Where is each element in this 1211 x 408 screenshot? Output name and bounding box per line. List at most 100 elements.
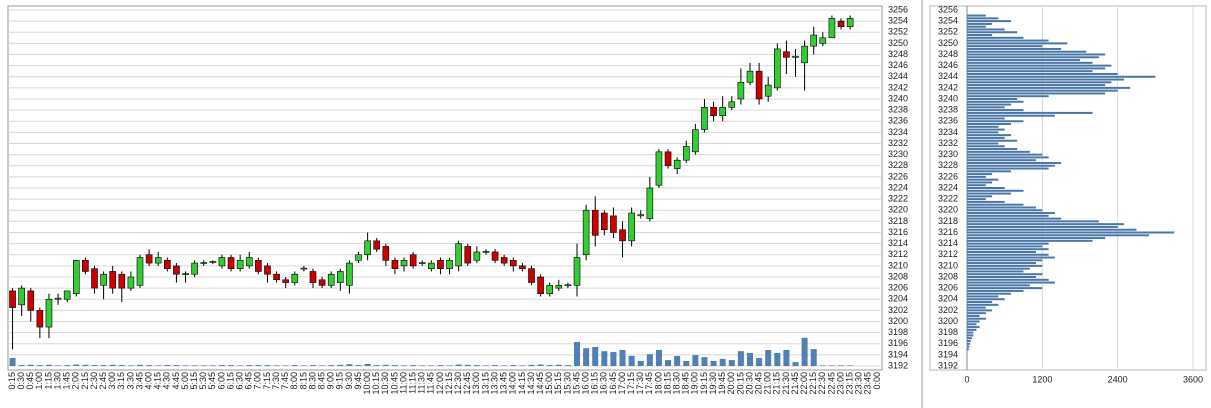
volume-bar [783,349,790,366]
x-tick-label: 7:45 [280,372,290,390]
profile-bar [967,328,977,331]
profile-bar [967,287,1043,290]
profile-bar [967,56,1099,59]
profile-bar [967,320,980,323]
y-tick-label: 3216 [888,227,908,237]
profile-bar [967,301,993,304]
x-tick-label: 12:00 [435,372,445,395]
x-tick-label: 3600 [1183,374,1203,384]
volume-bar [674,355,681,366]
y-tick-label: 3204 [938,294,958,304]
x-tick-label: 6:15 [225,372,235,390]
volume-bar [473,365,480,366]
profile-bar [967,89,1118,92]
x-tick-label: 1:15 [43,372,53,390]
profile-bar [967,173,993,176]
y-tick-label: 3222 [888,194,908,204]
x-tick-label: 3:30 [125,372,135,390]
y-tick-label: 3214 [938,238,958,248]
candle-body [646,187,654,219]
profile-bar [967,148,1018,151]
candle-body [601,212,608,231]
profile-bar [967,292,1011,295]
x-tick-label: 23:45 [863,372,873,395]
volume-bar [655,349,662,366]
candle-body [300,267,308,270]
x-tick-label: 7:30 [271,372,281,390]
x-tick-label: 20:00 [726,372,736,395]
candle-body [36,310,44,328]
profile-bar [967,72,1118,75]
y-tick-label: 3230 [888,149,908,159]
x-tick-label: 3:45 [134,372,144,390]
volume-bar [9,357,16,366]
x-tick-label: 9:15 [335,372,345,390]
profile-bar [967,220,1099,223]
profile-bar [967,142,999,145]
volume-bar [246,365,253,366]
profile-bar [967,323,977,326]
profile-bar [967,20,1011,23]
candle-body [182,273,189,275]
x-tick-label: 15:45 [571,372,581,395]
volume-bar [209,365,216,366]
profile-bar [967,59,1080,62]
y-tick-label: 3254 [938,16,958,26]
volume-bar [45,364,52,366]
candle-body [537,276,544,294]
volume-bar [328,365,335,366]
x-tick-label: 17:30 [635,372,645,395]
x-tick-label: 4:15 [153,372,163,390]
candle-body [455,243,462,267]
y-tick-label: 3202 [938,305,958,315]
volume-bar [300,365,307,366]
volume-bar [173,365,180,366]
x-tick-label: 2:45 [98,372,108,390]
candle-body [546,285,553,294]
x-tick-label: 8:30 [307,372,317,390]
x-tick-label: 14:00 [508,372,518,395]
profile-bar [967,64,1112,67]
y-tick-label: 3242 [938,82,958,92]
x-tick-label: 8:45 [316,372,326,390]
candle-body [628,212,635,242]
candle-body [218,257,226,267]
y-tick-label: 3256 [888,4,908,14]
candle-body [582,209,590,256]
candle-body [564,284,572,287]
x-tick-label: 1200 [1032,374,1052,384]
profile-bar [967,273,1043,276]
x-tick-label: 0:45 [25,372,35,390]
volume-bar [364,363,371,366]
volume-bar [146,365,153,366]
volume-bar [228,365,235,366]
candle-body [337,271,344,283]
candle-body [737,82,745,100]
profile-bar [967,181,993,184]
volume-bar [182,365,189,366]
candle-body [63,290,71,300]
candle-body [446,260,453,269]
candle-body [118,273,126,289]
candle-body [837,20,845,27]
volume-bar [410,365,417,366]
x-tick-label: 5:30 [198,372,208,390]
profile-bar [967,164,1055,167]
profile-bar [967,53,1106,56]
volume-bar [391,365,398,366]
candle-body [555,285,563,289]
volume-bar [309,365,316,366]
volume-bar [382,364,389,366]
y-tick-label: 3248 [938,49,958,59]
candle-body [464,246,472,264]
volume-bar [319,365,326,366]
candle-body [792,55,799,58]
candle-body [528,268,535,283]
volume-bar [455,364,462,366]
profile-bar [967,231,1175,234]
volume-bar [218,365,225,366]
volume-bar [619,349,626,366]
profile-bar [967,284,1030,287]
y-tick-label: 3240 [888,93,908,103]
